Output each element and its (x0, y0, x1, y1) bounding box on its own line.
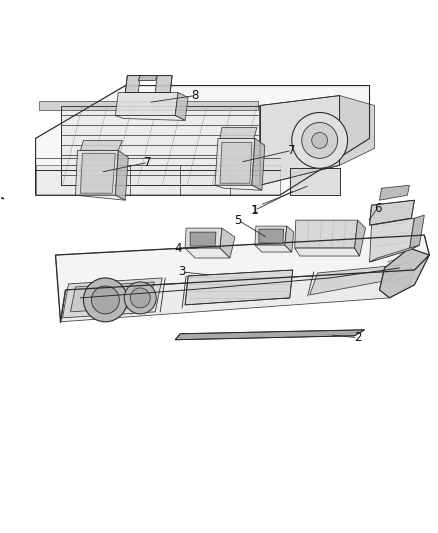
Polygon shape (295, 248, 360, 256)
Polygon shape (60, 106, 260, 185)
Polygon shape (35, 86, 370, 195)
Polygon shape (81, 140, 122, 150)
Polygon shape (56, 235, 429, 322)
Polygon shape (115, 116, 185, 120)
Polygon shape (370, 218, 414, 262)
Polygon shape (410, 215, 424, 250)
Circle shape (92, 286, 119, 314)
Polygon shape (175, 93, 188, 120)
Polygon shape (255, 245, 292, 252)
Polygon shape (125, 76, 140, 93)
Polygon shape (370, 245, 419, 262)
Polygon shape (155, 76, 172, 93)
Polygon shape (220, 228, 235, 258)
Text: 5: 5 (234, 214, 242, 227)
Polygon shape (75, 195, 125, 200)
Text: 6: 6 (374, 201, 381, 215)
Polygon shape (285, 226, 294, 252)
Polygon shape (379, 248, 429, 298)
Polygon shape (138, 76, 157, 80)
Polygon shape (63, 278, 162, 318)
Polygon shape (175, 330, 364, 340)
Polygon shape (185, 228, 222, 248)
Polygon shape (379, 185, 410, 200)
Polygon shape (190, 232, 216, 246)
Polygon shape (370, 200, 414, 225)
Polygon shape (255, 226, 287, 245)
Polygon shape (220, 142, 252, 183)
Text: 3: 3 (178, 265, 186, 278)
Polygon shape (220, 127, 257, 139)
Circle shape (312, 132, 328, 148)
Polygon shape (75, 150, 118, 195)
Polygon shape (81, 154, 115, 193)
Polygon shape (355, 220, 366, 256)
Text: 2: 2 (354, 332, 361, 344)
Polygon shape (310, 265, 399, 295)
Polygon shape (185, 270, 293, 305)
Polygon shape (295, 220, 357, 248)
Text: 1: 1 (251, 205, 258, 215)
Polygon shape (339, 95, 374, 165)
Circle shape (302, 123, 338, 158)
Text: 1: 1 (251, 204, 258, 217)
Text: 8: 8 (191, 89, 199, 102)
Polygon shape (215, 139, 255, 185)
Polygon shape (39, 101, 258, 110)
Circle shape (130, 288, 150, 308)
Circle shape (83, 278, 127, 322)
Polygon shape (185, 248, 230, 258)
Text: 7: 7 (145, 156, 152, 169)
Polygon shape (252, 139, 265, 190)
Polygon shape (60, 270, 414, 322)
Polygon shape (115, 150, 128, 200)
Polygon shape (35, 165, 280, 195)
Polygon shape (215, 185, 262, 190)
Polygon shape (260, 95, 339, 185)
Text: 7: 7 (288, 144, 296, 157)
Polygon shape (71, 282, 154, 312)
Circle shape (124, 282, 156, 314)
Polygon shape (290, 168, 339, 195)
Text: 4: 4 (174, 241, 182, 255)
Polygon shape (259, 229, 284, 243)
Polygon shape (115, 93, 178, 116)
Circle shape (292, 112, 348, 168)
